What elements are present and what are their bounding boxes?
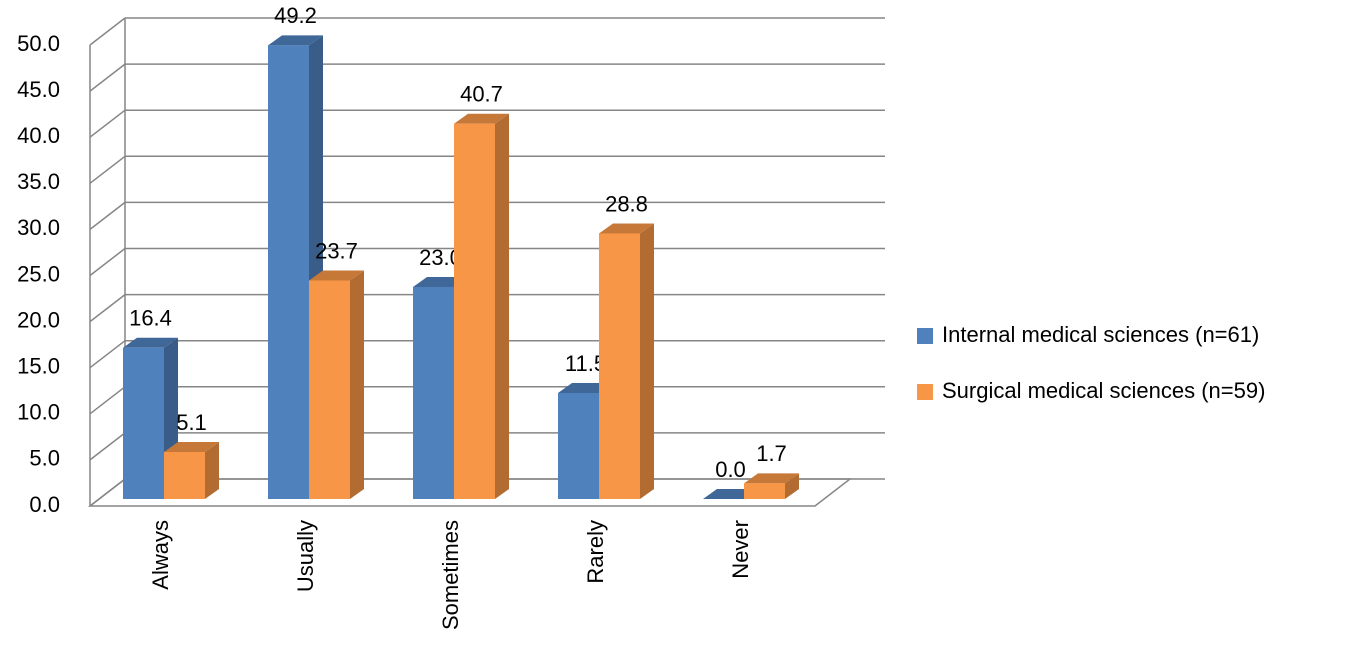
bar-top	[309, 270, 364, 281]
y-tick-label: 25.0	[17, 261, 60, 286]
x-tick-label: Sometimes	[438, 520, 463, 630]
grid-line-side	[89, 155, 126, 184]
grid-line-side	[89, 247, 126, 277]
bar	[744, 483, 785, 499]
y-tick-label: 40.0	[17, 123, 60, 148]
bar	[558, 392, 599, 499]
bar-side	[640, 223, 654, 500]
value-label: 1.7	[756, 441, 787, 466]
bar	[309, 280, 350, 499]
bar-top	[744, 473, 799, 484]
value-label: 16.4	[129, 306, 172, 331]
value-label: 28.8	[605, 191, 648, 216]
y-tick-label: 10.0	[17, 400, 60, 425]
bar	[268, 45, 309, 499]
bar-top	[123, 337, 178, 348]
grid-line-side	[89, 17, 126, 46]
y-tick-label: 30.0	[17, 215, 60, 240]
value-label: 0.0	[715, 457, 746, 482]
bar-side	[350, 270, 364, 499]
y-tick-label: 15.0	[17, 354, 60, 379]
grid-line-side	[89, 201, 126, 230]
bar-side	[495, 113, 509, 499]
bar	[599, 233, 640, 500]
grid-line-side	[89, 432, 126, 461]
bar	[123, 347, 164, 499]
bar-top	[268, 35, 323, 46]
bar	[413, 286, 454, 499]
x-tick-label: Always	[148, 520, 173, 590]
bar-side	[785, 473, 799, 499]
y-tick-label: 45.0	[17, 77, 60, 102]
legend-swatch	[917, 384, 933, 400]
grid-line-side	[89, 63, 126, 92]
grid-line-side	[89, 478, 126, 507]
value-label: 40.7	[460, 82, 503, 107]
bar	[454, 123, 495, 499]
grid-line-side	[89, 294, 126, 323]
bar	[164, 451, 205, 499]
value-label: 23.7	[315, 238, 358, 263]
y-tick-label: 35.0	[17, 169, 60, 194]
grid-line-side	[89, 340, 126, 369]
value-label: 5.1	[176, 410, 207, 435]
bar-side	[205, 441, 219, 499]
x-tick-label: Usually	[293, 520, 318, 592]
legend-swatch	[917, 328, 933, 344]
grid-line-side	[89, 386, 126, 415]
y-tick-label: 0.0	[29, 492, 60, 517]
value-label: 49.2	[274, 3, 317, 28]
x-tick-label: Never	[728, 520, 753, 579]
x-tick-label: Rarely	[583, 520, 608, 584]
legend-label: Surgical medical sciences (n=59)	[942, 378, 1265, 403]
bar-top	[164, 441, 219, 452]
y-tick-label: 20.0	[17, 307, 60, 332]
legend-label: Internal medical sciences (n=61)	[942, 322, 1259, 347]
grid-line-side	[89, 109, 126, 138]
bar-top	[599, 223, 654, 234]
y-tick-label: 5.0	[29, 446, 60, 471]
bar-top	[454, 113, 509, 124]
y-tick-label: 50.0	[17, 31, 60, 56]
